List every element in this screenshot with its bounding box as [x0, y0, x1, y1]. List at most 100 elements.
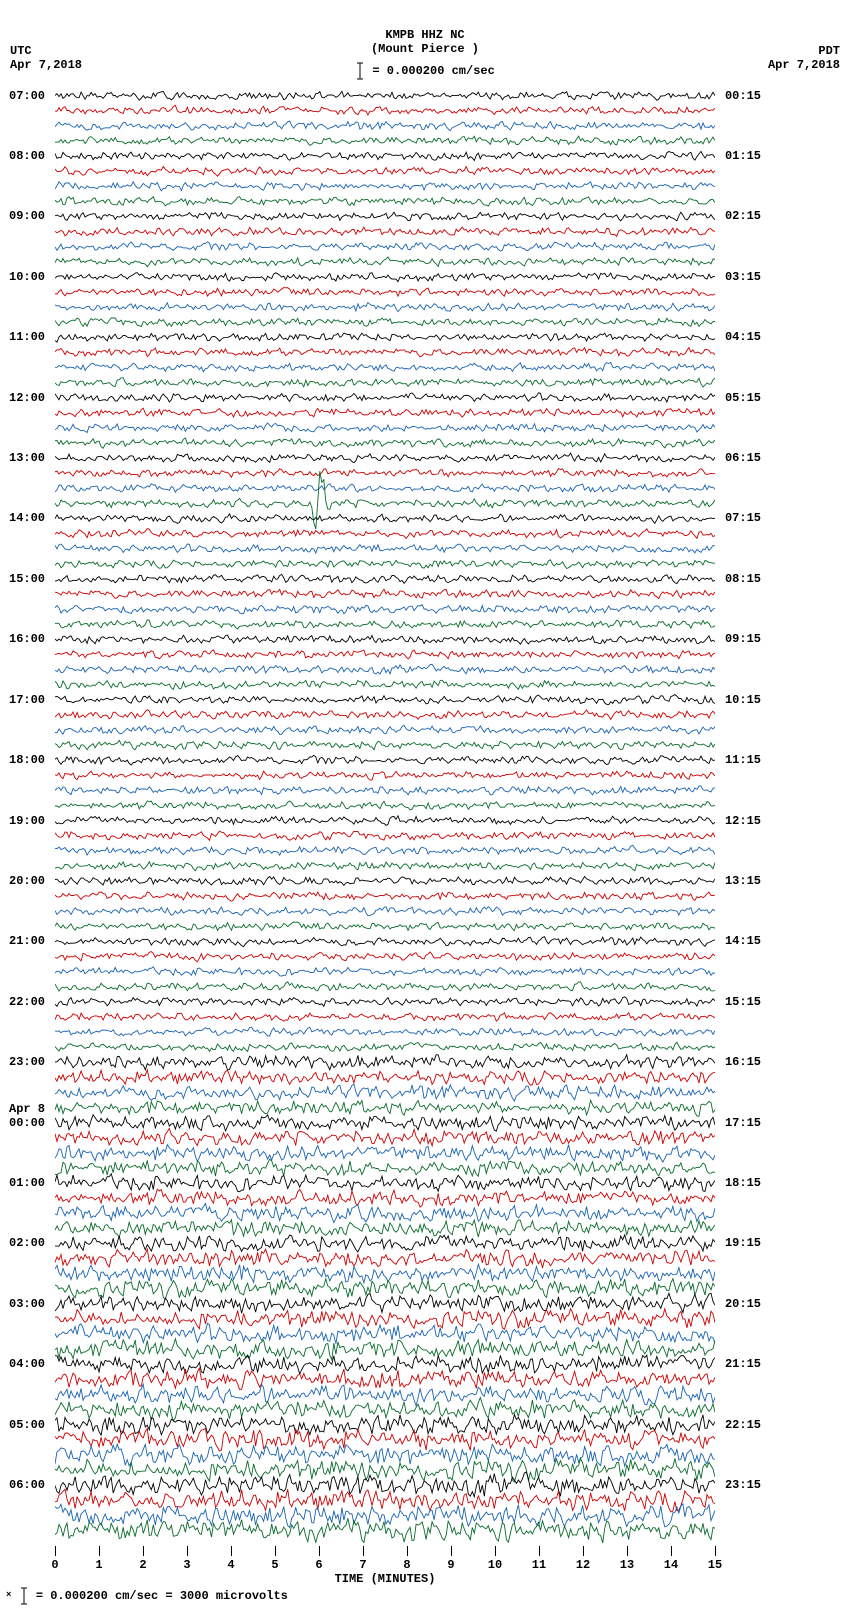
location-title: (Mount Pierce )	[0, 42, 850, 56]
seismic-trace	[55, 845, 715, 855]
seismic-trace	[55, 1472, 715, 1497]
right-time-label: 16:15	[725, 1055, 761, 1069]
helicorder-plot: 07:0000:1508:0001:1509:0002:1510:0003:15…	[55, 88, 715, 1538]
seismic-trace	[55, 1368, 715, 1389]
xtick-mark	[539, 1546, 540, 1556]
seismic-trace	[55, 862, 715, 871]
left-time-label: 09:00	[9, 209, 45, 223]
left-time-label: 08:00	[9, 149, 45, 163]
seismic-trace	[55, 575, 715, 584]
xtick-label: 10	[488, 1558, 502, 1572]
seismic-trace	[55, 907, 715, 916]
right-time-label: 11:15	[725, 753, 761, 767]
right-time-label: 15:15	[725, 995, 761, 1009]
seismic-trace	[55, 212, 715, 221]
seismic-trace	[55, 1145, 715, 1163]
xtick-mark	[319, 1546, 320, 1556]
xtick-label: 6	[315, 1558, 322, 1572]
seismic-trace	[55, 816, 715, 826]
footer-text: = 0.000200 cm/sec = 3000 microvolts	[36, 1589, 288, 1603]
xtick-label: 3	[183, 1558, 190, 1572]
seismic-trace	[55, 786, 715, 795]
left-time-label: 13:00	[9, 451, 45, 465]
seismic-trace	[55, 1339, 715, 1360]
right-time-label: 07:15	[725, 511, 761, 525]
left-time-label: 07:00	[9, 89, 45, 103]
xtick-mark	[99, 1546, 100, 1556]
seismic-trace	[55, 393, 715, 402]
seismic-trace	[55, 560, 715, 569]
seismic-trace	[55, 1013, 715, 1022]
seismic-trace	[55, 242, 715, 251]
seismic-trace	[55, 620, 715, 629]
seismic-trace	[55, 801, 715, 810]
seismic-trace	[55, 1159, 715, 1176]
footer-scale: × = 0.000200 cm/sec = 3000 microvolts	[6, 1587, 288, 1605]
left-time-label: 10:00	[9, 270, 45, 284]
seismic-trace	[55, 484, 715, 493]
utc-label: UTC	[10, 44, 82, 58]
xtick-mark	[451, 1546, 452, 1556]
xtick-label: 7	[359, 1558, 366, 1572]
seismic-trace	[55, 333, 715, 342]
scale-indicator: = 0.000200 cm/sec	[0, 62, 850, 80]
seismic-trace	[55, 1084, 715, 1101]
left-time-label: 14:00	[9, 511, 45, 525]
seismic-trace	[55, 771, 715, 780]
left-time-label: 03:00	[9, 1297, 45, 1311]
right-time-label: 06:15	[725, 451, 761, 465]
seismic-trace	[55, 408, 715, 417]
seismic-trace	[55, 1027, 715, 1036]
right-time-label: 18:15	[725, 1176, 761, 1190]
station-title: KMPB HHZ NC	[0, 28, 850, 42]
right-time-label: 21:15	[725, 1357, 761, 1371]
utc-header: UTC Apr 7,2018	[10, 44, 82, 72]
seismic-trace	[55, 755, 715, 765]
left-time-label: 01:00	[9, 1176, 45, 1190]
seismic-trace	[55, 831, 715, 840]
seismic-trace	[55, 529, 715, 539]
seismic-trace	[55, 695, 715, 705]
right-time-label: 04:15	[725, 330, 761, 344]
seismic-trace	[55, 892, 715, 901]
pdt-header: PDT Apr 7,2018	[768, 44, 840, 72]
seismic-trace	[55, 1384, 715, 1406]
seismic-trace	[55, 438, 715, 448]
xtick-label: 14	[664, 1558, 678, 1572]
seismic-trace	[55, 1279, 715, 1299]
seismic-trace	[55, 1220, 715, 1237]
seismic-trace	[55, 952, 715, 962]
seismic-trace	[55, 91, 715, 100]
seismic-trace	[55, 423, 715, 433]
seismic-trace	[55, 967, 715, 976]
seismic-trace	[55, 273, 715, 282]
xtick-label: 15	[708, 1558, 722, 1572]
seismic-trace	[55, 197, 715, 206]
left-time-label: 15:00	[9, 572, 45, 586]
left-time-label: 23:00	[9, 1055, 45, 1069]
xtick-label: 5	[271, 1558, 278, 1572]
xtick-mark	[715, 1546, 716, 1556]
seismic-trace	[55, 151, 715, 160]
xtick-mark	[627, 1546, 628, 1556]
left-time-label: 12:00	[9, 391, 45, 405]
seismic-trace	[55, 1115, 715, 1131]
left-time-label: 20:00	[9, 874, 45, 888]
seismic-trace	[55, 1323, 715, 1343]
right-time-label: 00:15	[725, 89, 761, 103]
xtick-label: 0	[51, 1558, 58, 1572]
helicorder-svg	[55, 83, 715, 1543]
xtick-mark	[671, 1546, 672, 1556]
xtick-mark	[407, 1546, 408, 1556]
seismic-trace	[55, 1414, 715, 1435]
seismic-trace	[55, 469, 715, 478]
seismic-trace	[55, 680, 715, 689]
left-time-label: 21:00	[9, 934, 45, 948]
right-time-label: 03:15	[725, 270, 761, 284]
seismic-trace	[55, 1264, 715, 1283]
right-time-label: 12:15	[725, 814, 761, 828]
left-time-label: 16:00	[9, 632, 45, 646]
seismic-trace	[55, 635, 715, 644]
left-time-label: 17:00	[9, 693, 45, 707]
seismic-trace	[55, 1293, 715, 1313]
